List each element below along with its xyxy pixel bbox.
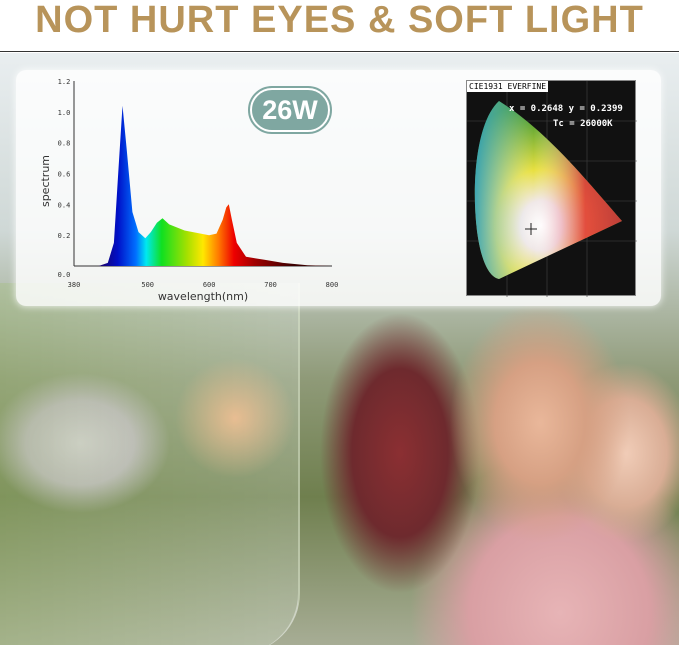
y-axis-label: spectrum bbox=[39, 155, 52, 207]
x-axis-label: wavelength(nm) bbox=[158, 290, 248, 303]
cie1931-chromaticity-diagram: CIE1931 EVERFINE x = 0.2648 y = 0.2399 T… bbox=[466, 80, 637, 297]
wattage-badge: 26W bbox=[248, 86, 332, 134]
x-tick-label: 800 bbox=[326, 281, 339, 289]
aquarium-tank bbox=[0, 283, 300, 645]
x-tick-label: 700 bbox=[264, 281, 277, 289]
chromaticity-gamut bbox=[467, 81, 637, 297]
y-tick-label: 0.4 bbox=[58, 201, 71, 209]
color-temperature: Tc = 26000K bbox=[553, 119, 613, 129]
cie-title: CIE1931 EVERFINE bbox=[467, 81, 549, 92]
y-tick-label: 0.0 bbox=[58, 271, 71, 279]
header-banner: NOT HURT EYES & SOFT LIGHT bbox=[0, 0, 679, 52]
y-tick-label: 0.2 bbox=[58, 232, 71, 240]
x-tick-label: 380 bbox=[68, 281, 81, 289]
y-tick-label: 0.8 bbox=[58, 140, 71, 148]
x-tick-label: 600 bbox=[203, 281, 216, 289]
chromaticity-coordinates: x = 0.2648 y = 0.2399 bbox=[509, 104, 623, 114]
headline: NOT HURT EYES & SOFT LIGHT bbox=[35, 0, 644, 41]
spectrum-area bbox=[74, 105, 332, 266]
spectrum-chart: 380 500 600 700 800 0.0 0.2 0.4 0.6 0.8 1.0 1.2 wav… bbox=[39, 78, 339, 303]
y-tick-label: 1.2 bbox=[58, 78, 71, 86]
y-tick-label: 1.0 bbox=[58, 109, 71, 117]
y-tick-label: 0.6 bbox=[58, 171, 71, 179]
x-tick-label: 500 bbox=[141, 281, 154, 289]
